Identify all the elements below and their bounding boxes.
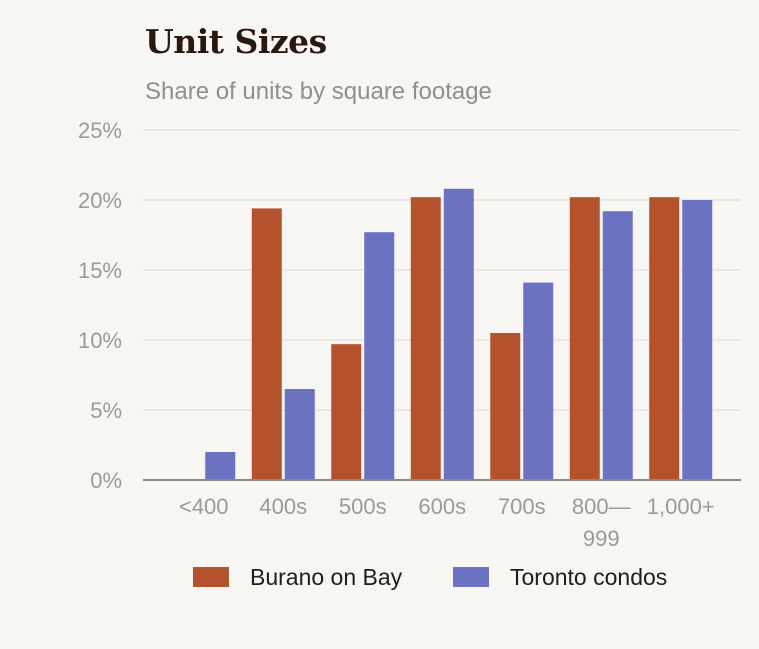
y-tick-label: 15% — [78, 258, 122, 283]
bar — [569, 197, 600, 480]
legend-label: Toronto condos — [510, 564, 667, 590]
chart-title: Unit Sizes — [145, 22, 327, 61]
legend-label: Burano on Bay — [250, 564, 403, 590]
bar — [331, 344, 362, 480]
legend-swatch — [453, 567, 489, 587]
x-tick-label: 700s — [498, 494, 546, 519]
bar — [205, 452, 236, 480]
x-tick-label: 400s — [259, 494, 307, 519]
bar — [490, 333, 521, 480]
x-tick-label: <400 — [179, 494, 229, 519]
x-tick-label: 1,000+ — [647, 494, 715, 519]
bar — [523, 282, 554, 480]
chart-subtitle: Share of units by square footage — [145, 78, 492, 105]
bar — [251, 208, 282, 480]
x-tick-label: 999 — [583, 526, 620, 551]
bar — [284, 389, 315, 480]
bar — [649, 197, 680, 480]
y-tick-label: 20% — [78, 188, 122, 213]
bar — [410, 197, 441, 480]
y-tick-label: 5% — [90, 398, 122, 423]
y-tick-label: 25% — [78, 118, 122, 143]
y-tick-label: 0% — [90, 468, 122, 493]
x-tick-label: 600s — [418, 494, 466, 519]
x-tick-label: 800— — [572, 494, 631, 519]
x-tick-label: 500s — [339, 494, 387, 519]
bar — [364, 232, 395, 480]
bar — [443, 188, 474, 481]
bar — [682, 200, 713, 480]
legend-swatch — [193, 567, 229, 587]
bar — [602, 211, 633, 480]
y-tick-label: 10% — [78, 328, 122, 353]
